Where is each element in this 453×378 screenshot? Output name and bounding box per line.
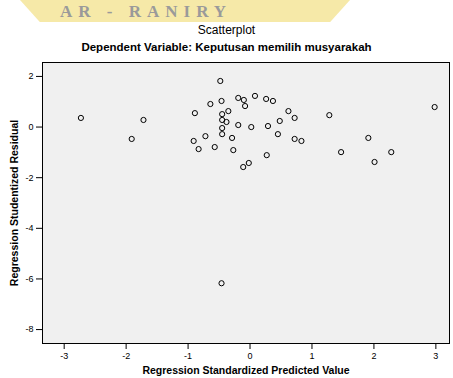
html-text:AR - RANIRY: AR - RANIRY <box>60 2 233 21</box>
svg-text:-6: -6 <box>25 274 33 284</box>
svg-text:0: 0 <box>28 122 33 132</box>
svg-text:2: 2 <box>28 71 33 81</box>
svg-text:2: 2 <box>371 351 376 361</box>
svg-text:0: 0 <box>248 351 253 361</box>
svg-text:3: 3 <box>433 351 438 361</box>
svg-text:Regression Standardized Predic: Regression Standardized Predicted Value <box>142 364 349 376</box>
html-text:Dependent Variable: Keputusan: Dependent Variable: Keputusan memilih mu… <box>81 41 372 53</box>
svg-text:-2: -2 <box>25 173 33 183</box>
svg-text:Regression Studentized Residua: Regression Studentized Residual <box>8 120 20 286</box>
svg-text:-8: -8 <box>25 324 33 334</box>
html-text:Scatterplot: Scatterplot <box>197 23 256 37</box>
svg-text:-3: -3 <box>60 351 68 361</box>
svg-text:1: 1 <box>309 351 314 361</box>
svg-text:-4: -4 <box>25 223 33 233</box>
svg-text:-1: -1 <box>184 351 192 361</box>
svg-text:-2: -2 <box>122 351 130 361</box>
